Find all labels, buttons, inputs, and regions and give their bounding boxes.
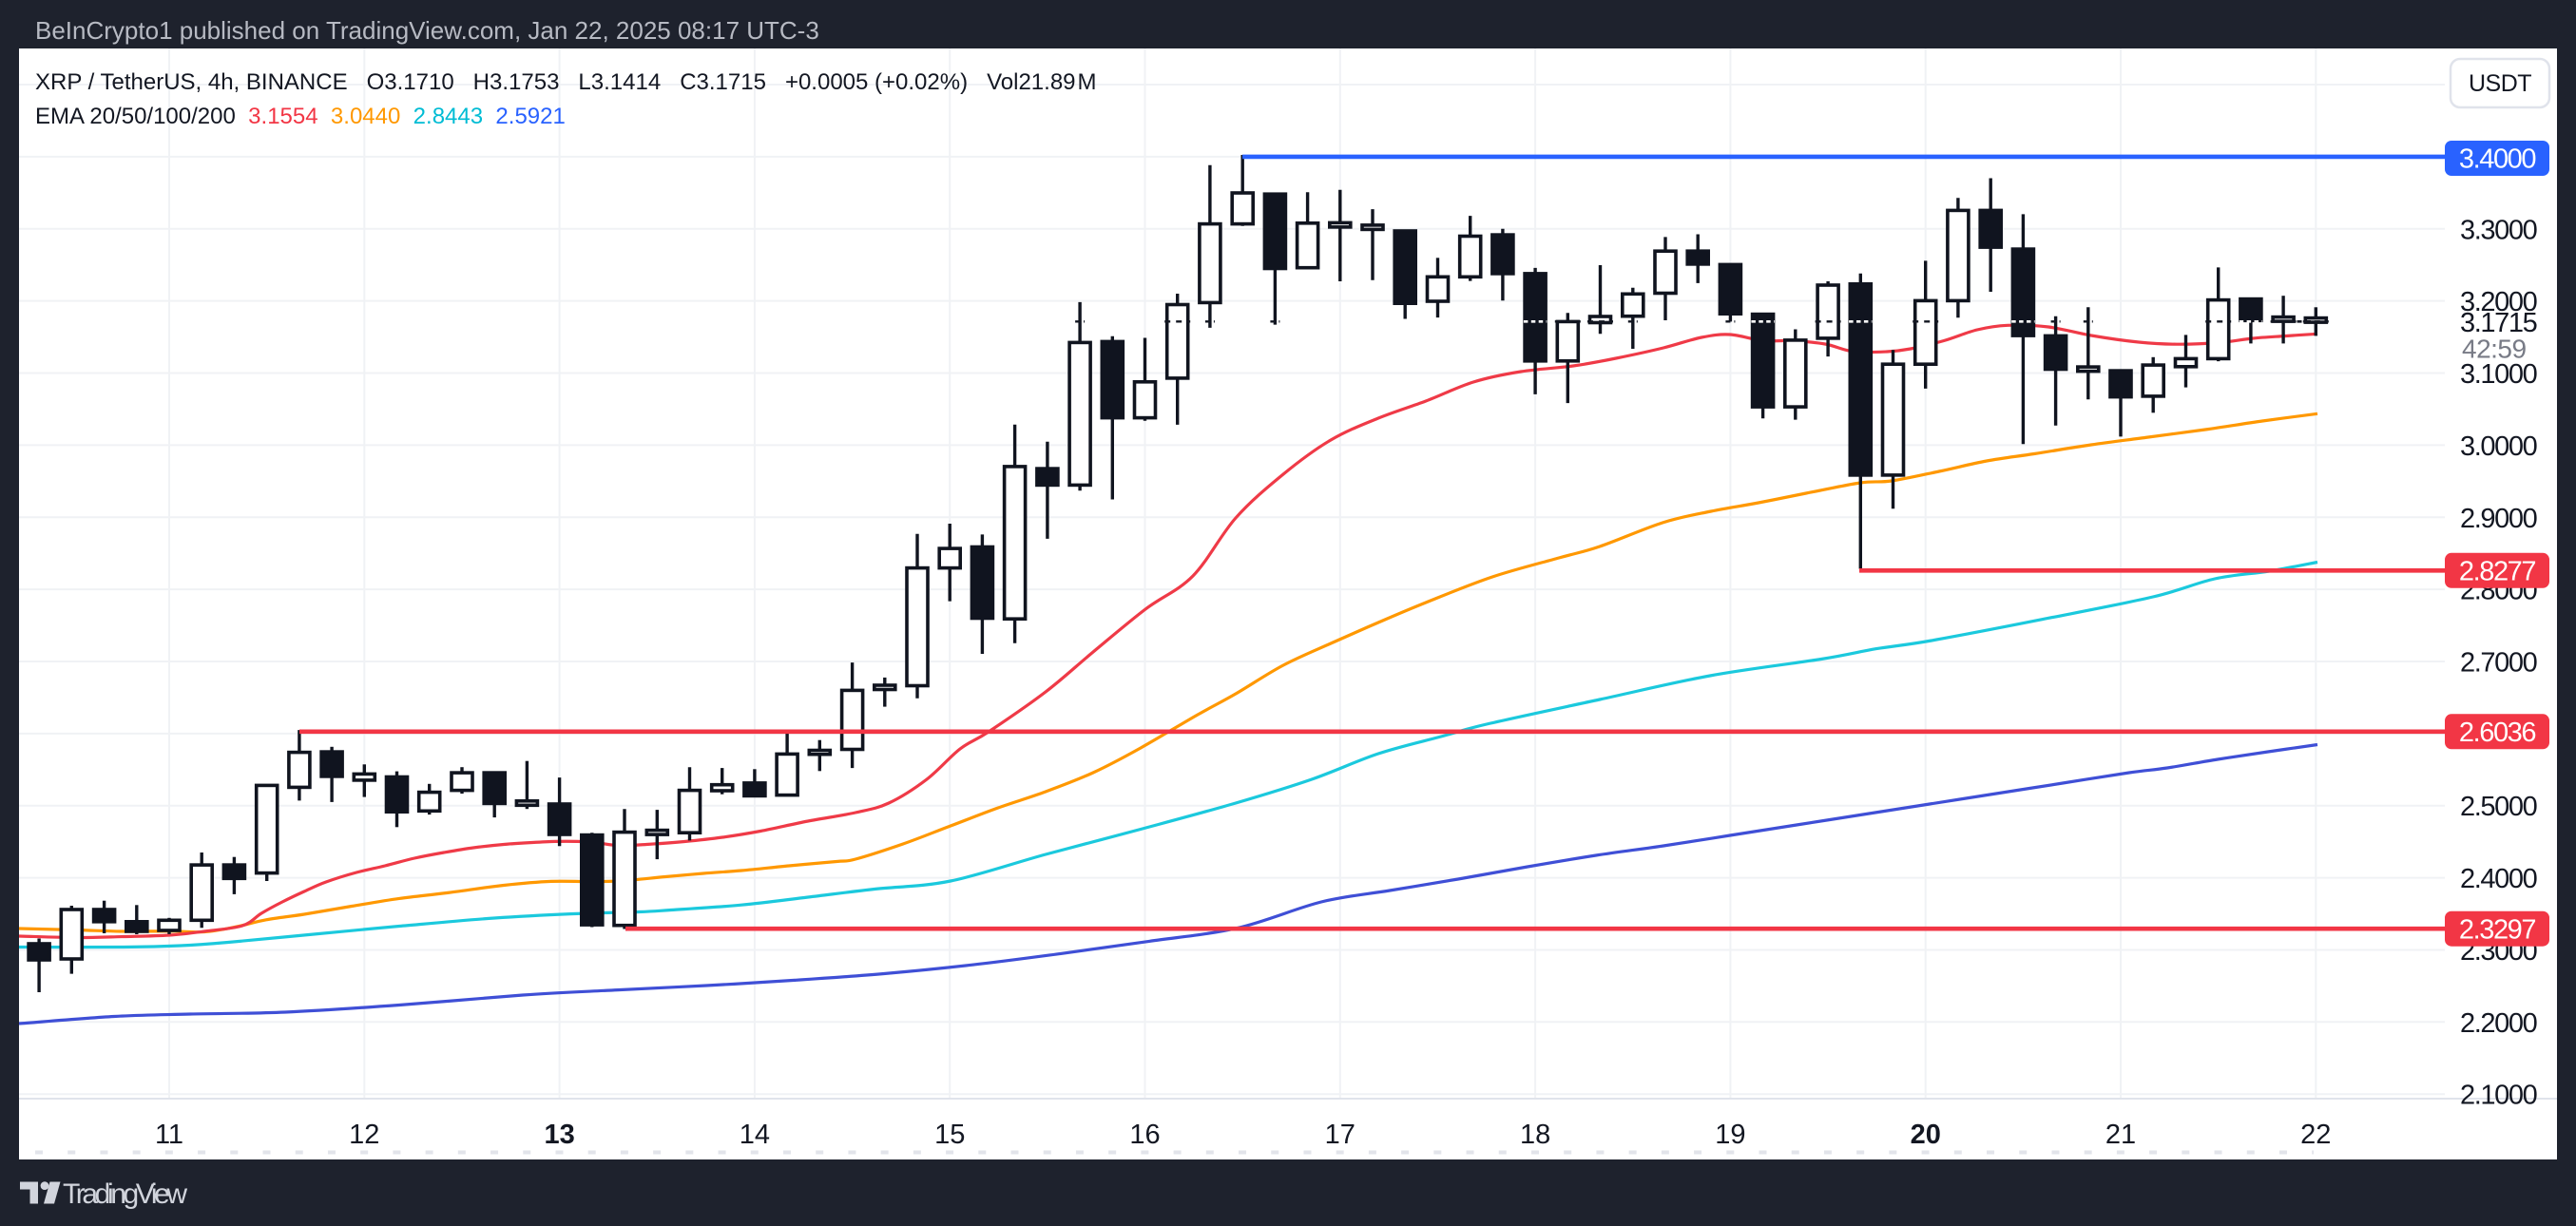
svg-text:3.1000: 3.1000 [2460,359,2537,390]
svg-text:15: 15 [934,1120,965,1150]
svg-text:3.4000: 3.4000 [2459,144,2536,175]
svg-text:XRP / TetherUS, 4h, BINANCE: XRP / TetherUS, 4h, BINANCE O3.1710 H3.1… [35,69,1097,95]
svg-text:18: 18 [1520,1120,1550,1150]
svg-text:21: 21 [2105,1120,2136,1150]
svg-text:14: 14 [740,1120,770,1150]
svg-text:22: 22 [2300,1120,2331,1150]
svg-text:3.3000: 3.3000 [2460,215,2537,245]
svg-text:2.4000: 2.4000 [2460,864,2537,894]
svg-text:2.3297: 2.3297 [2459,914,2536,945]
svg-text:19: 19 [1715,1120,1745,1150]
svg-text:17: 17 [1325,1120,1355,1150]
svg-text:USDT: USDT [2469,70,2531,97]
svg-text:EMA 20/50/100/200 3.1554 3.0: EMA 20/50/100/200 3.1554 3.0440 2.8443 2… [35,104,566,129]
svg-text:2.7000: 2.7000 [2460,648,2537,679]
svg-text:3.2000: 3.2000 [2460,287,2537,317]
svg-text:2.9000: 2.9000 [2460,504,2537,534]
svg-text:13: 13 [544,1120,574,1150]
svg-text:3.1715: 3.1715 [2460,308,2537,338]
svg-text:3.0000: 3.0000 [2460,431,2537,462]
svg-text:2.1000: 2.1000 [2460,1081,2537,1111]
svg-text:42:59: 42:59 [2462,335,2527,364]
svg-text:TradingView: TradingView [63,1178,187,1210]
svg-text:20: 20 [1911,1120,1941,1150]
svg-text:16: 16 [1129,1120,1160,1150]
svg-text:2.5000: 2.5000 [2460,792,2537,822]
svg-text:2.2000: 2.2000 [2460,1008,2537,1039]
svg-text:12: 12 [349,1120,379,1150]
svg-text:BeInCrypto1 published on Tradi: BeInCrypto1 published on TradingView.com… [35,16,819,45]
svg-text:11: 11 [155,1120,183,1150]
svg-text:2.8277: 2.8277 [2459,557,2536,587]
svg-text:2.6036: 2.6036 [2459,718,2536,748]
